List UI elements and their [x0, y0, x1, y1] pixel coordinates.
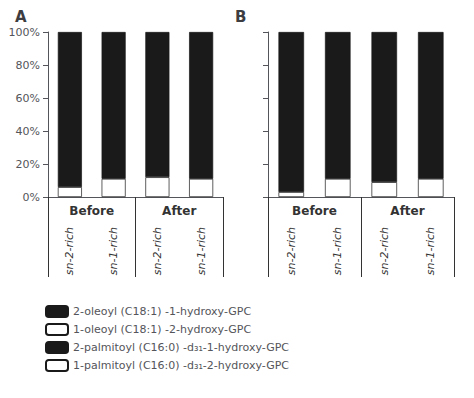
svg-text:After: After [390, 204, 424, 218]
svg-text:60%: 60% [16, 92, 40, 105]
svg-text:Before: Before [292, 204, 337, 218]
svg-text:sn-2-rich: sn-2-rich [151, 227, 164, 275]
svg-text:sn-1-rich: sn-1-rich [107, 227, 120, 275]
svg-text:80%: 80% [16, 59, 40, 72]
svg-text:After: After [162, 204, 196, 218]
svg-text:sn-1-rich: sn-1-rich [331, 227, 344, 275]
svg-text:0%: 0% [23, 191, 40, 204]
svg-text:A: A [15, 8, 27, 26]
svg-text:sn-1-rich: sn-1-rich [424, 227, 437, 275]
svg-text:1-palmitoyl (C16:0) -d₃₁-2-hyd: 1-palmitoyl (C16:0) -d₃₁-2-hydroxy-GPC [73, 359, 289, 372]
svg-text:sn-2-rich: sn-2-rich [285, 227, 298, 275]
svg-text:sn-2-rich: sn-2-rich [378, 227, 391, 275]
svg-text:Before: Before [69, 204, 114, 218]
svg-text:2-palmitoyl (C16:0) -d₃₁-1-hyd: 2-palmitoyl (C16:0) -d₃₁-1-hydroxy-GPC [73, 341, 289, 354]
svg-text:2-oleoyl (C18:1) -1-hydroxy-GP: 2-oleoyl (C18:1) -1-hydroxy-GPC [73, 305, 251, 318]
svg-text:sn-2-rich: sn-2-rich [63, 227, 76, 275]
svg-text:40%: 40% [16, 125, 40, 138]
svg-text:1-oleoyl (C18:1) -2-hydroxy-GP: 1-oleoyl (C18:1) -2-hydroxy-GPC [73, 323, 251, 336]
svg-text:100%: 100% [9, 26, 40, 39]
svg-text:sn-1-rich: sn-1-rich [195, 227, 208, 275]
svg-text:B: B [235, 8, 246, 26]
svg-text:20%: 20% [16, 158, 40, 171]
